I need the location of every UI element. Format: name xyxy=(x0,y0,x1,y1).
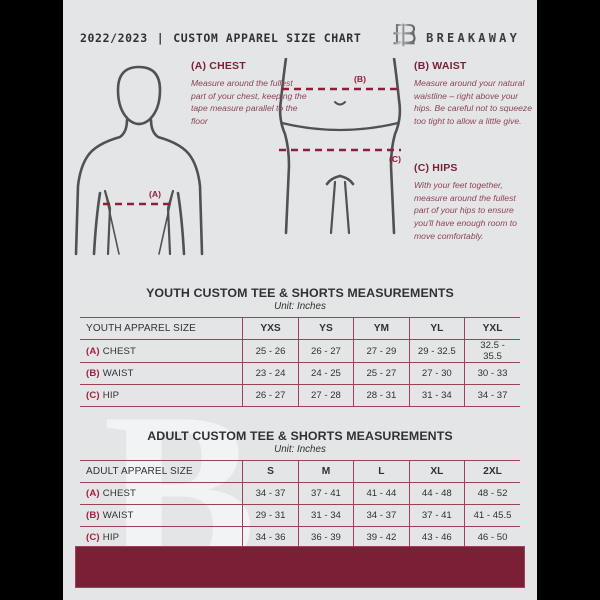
marker-label-chest: (A) xyxy=(149,189,161,199)
youth-size-header-3: YL xyxy=(408,317,465,340)
adult-table-unit: Unit: Inches xyxy=(274,444,326,455)
youth-cell-0-2: 27 - 29 xyxy=(353,339,410,363)
size-chart-page: B 2022/2023 | CUSTOM APPAREL SIZE CHART xyxy=(63,0,537,600)
table-row: (A) CHEST 25 - 26 26 - 27 27 - 29 29 - 32… xyxy=(80,339,520,363)
adult-row-0-label: (A) CHEST xyxy=(80,482,243,505)
adult-size-table: ADULT APPAREL SIZE S M L XL 2XL (A) CHEST xyxy=(80,460,520,549)
adult-cell-1-4: 41 - 45.5 xyxy=(464,504,520,527)
adult-row-1-tag: (B) xyxy=(86,510,100,521)
adult-row-0-name: CHEST xyxy=(102,488,137,499)
youth-cell-1-1: 24 - 25 xyxy=(297,362,354,385)
youth-size-header-4: YXL xyxy=(464,317,520,340)
adult-cell-1-3: 37 - 41 xyxy=(408,504,465,527)
table-row: (C) HIP 34 - 36 36 - 39 39 - 42 43 - 46 4… xyxy=(80,526,520,549)
adult-cell-0-4: 48 - 52 xyxy=(464,482,520,505)
adult-measurements-block: ADULT CUSTOM TEE & SHORTS MEASUREMENTS U… xyxy=(63,429,537,549)
youth-row-2-name: HIP xyxy=(102,390,120,401)
youth-row-0-label: (A) CHEST xyxy=(80,339,243,363)
table-row: (B) WAIST 23 - 24 24 - 25 25 - 27 27 - 30… xyxy=(80,362,520,385)
adult-label-header: ADULT APPAREL SIZE xyxy=(80,460,243,483)
adult-cell-1-0: 29 - 31 xyxy=(242,504,299,527)
adult-cell-0-2: 41 - 44 xyxy=(353,482,410,505)
callout-waist: (B) WAIST Measure around your natural wa… xyxy=(414,60,532,128)
youth-row-1-name: WAIST xyxy=(102,368,134,379)
youth-table-unit: Unit: Inches xyxy=(274,301,326,312)
adult-table-title: ADULT CUSTOM TEE & SHORTS MEASUREMENTS xyxy=(147,429,453,443)
callout-chest-title: (A) CHEST xyxy=(191,60,246,72)
youth-row-2-label: (C) HIP xyxy=(80,384,243,407)
adult-size-header-4: 2XL xyxy=(464,460,520,483)
marker-label-waist: (B) xyxy=(354,74,366,84)
youth-cell-0-0: 25 - 26 xyxy=(242,339,299,363)
page-content: 2022/2023 | CUSTOM APPAREL SIZE CHART xyxy=(63,0,537,549)
callout-hips-body: With your feet together, measure around … xyxy=(414,180,517,241)
adult-cell-0-0: 34 - 37 xyxy=(242,482,299,505)
youth-row-2-tag: (C) xyxy=(86,390,100,401)
body-figures-svg xyxy=(74,58,402,256)
brand-name: BREAKAWAY xyxy=(426,30,520,45)
adult-cell-0-3: 44 - 48 xyxy=(408,482,465,505)
adult-cell-1-1: 31 - 34 xyxy=(297,504,354,527)
youth-row-1-tag: (B) xyxy=(86,368,100,379)
table-row: (A) CHEST 34 - 37 37 - 41 41 - 44 44 - 48… xyxy=(80,482,520,505)
youth-row-0-name: CHEST xyxy=(102,345,137,357)
breakaway-b-monogram-icon xyxy=(391,21,417,54)
lower-body-hips-illustration xyxy=(278,58,402,235)
adult-row-1-name: WAIST xyxy=(102,510,134,521)
adult-row-0-tag: (A) xyxy=(86,488,100,499)
adult-size-header-1: M xyxy=(297,460,354,483)
youth-cell-0-3: 29 - 32.5 xyxy=(408,339,465,363)
season-label: 2022/2023 xyxy=(80,30,148,45)
youth-table-header-row: YOUTH APPAREL SIZE YXS YS YM YL YXL xyxy=(80,317,520,340)
page-title: CUSTOM APPAREL SIZE CHART xyxy=(173,30,362,45)
youth-cell-2-1: 27 - 28 xyxy=(297,384,354,407)
callout-waist-title: (B) WAIST xyxy=(414,60,467,72)
youth-cell-1-4: 30 - 33 xyxy=(464,362,520,385)
youth-cell-1-0: 23 - 24 xyxy=(242,362,299,385)
youth-row-1-label: (B) WAIST xyxy=(80,362,243,385)
adult-cell-1-2: 34 - 37 xyxy=(353,504,410,527)
youth-cell-2-0: 26 - 27 xyxy=(242,384,299,407)
youth-size-header-1: YS xyxy=(297,317,354,340)
adult-row-2-name: HIP xyxy=(102,532,120,543)
youth-row-0-tag: (A) xyxy=(86,345,100,357)
youth-cell-2-2: 28 - 31 xyxy=(353,384,410,407)
youth-label-header: YOUTH APPAREL SIZE xyxy=(80,317,243,340)
youth-cell-2-4: 34 - 37 xyxy=(464,384,520,407)
youth-size-table: YOUTH APPAREL SIZE YXS YS YM YL YXL (A) C… xyxy=(80,317,520,407)
youth-size-header-0: YXS xyxy=(242,317,299,340)
table-row: (C) HIP 26 - 27 27 - 28 28 - 31 31 - 34 3… xyxy=(80,384,520,407)
adult-cell-0-1: 37 - 41 xyxy=(297,482,354,505)
youth-size-header-2: YM xyxy=(353,317,410,340)
callout-chest-body: Measure around the fullest part of your … xyxy=(191,78,307,127)
callout-hips-title: (C) HIPS xyxy=(414,162,458,174)
callout-waist-body: Measure around your natural waistline – … xyxy=(414,78,533,127)
header-separator: | xyxy=(156,30,165,45)
adult-size-header-2: L xyxy=(353,460,410,483)
youth-cell-1-2: 25 - 27 xyxy=(353,362,410,385)
adult-size-header-0: S xyxy=(242,460,299,483)
youth-cell-0-4: 32.5 - 35.5 xyxy=(464,339,520,363)
youth-cell-1-3: 27 - 30 xyxy=(408,362,465,385)
footer-accent-bar xyxy=(75,546,525,588)
adult-row-1-label: (B) WAIST xyxy=(80,504,243,527)
measurement-illustrations: (A) (B) (C) (A) CHEST Measure around the… xyxy=(63,58,537,276)
youth-measurements-block: YOUTH CUSTOM TEE & SHORTS MEASUREMENTS U… xyxy=(63,286,537,407)
adult-row-2-tag: (C) xyxy=(86,532,100,543)
callout-chest: (A) CHEST Measure around the fullest par… xyxy=(191,60,307,128)
header-title-group: 2022/2023 | CUSTOM APPAREL SIZE CHART xyxy=(80,31,361,45)
upper-body-torso-illustration xyxy=(74,65,204,256)
youth-cell-2-3: 31 - 34 xyxy=(408,384,465,407)
adult-size-header-3: XL xyxy=(408,460,465,483)
adult-table-header-row: ADULT APPAREL SIZE S M L XL 2XL xyxy=(80,460,520,483)
table-row: (B) WAIST 29 - 31 31 - 34 34 - 37 37 - 41… xyxy=(80,504,520,527)
callout-hips: (C) HIPS With your feet together, measur… xyxy=(414,162,532,243)
brand-lockup: BREAKAWAY xyxy=(391,21,520,54)
marker-label-hips: (C) xyxy=(389,154,401,164)
youth-cell-0-1: 26 - 27 xyxy=(297,339,354,363)
page-header: 2022/2023 | CUSTOM APPAREL SIZE CHART xyxy=(63,0,537,54)
youth-table-title: YOUTH CUSTOM TEE & SHORTS MEASUREMENTS xyxy=(146,286,454,300)
